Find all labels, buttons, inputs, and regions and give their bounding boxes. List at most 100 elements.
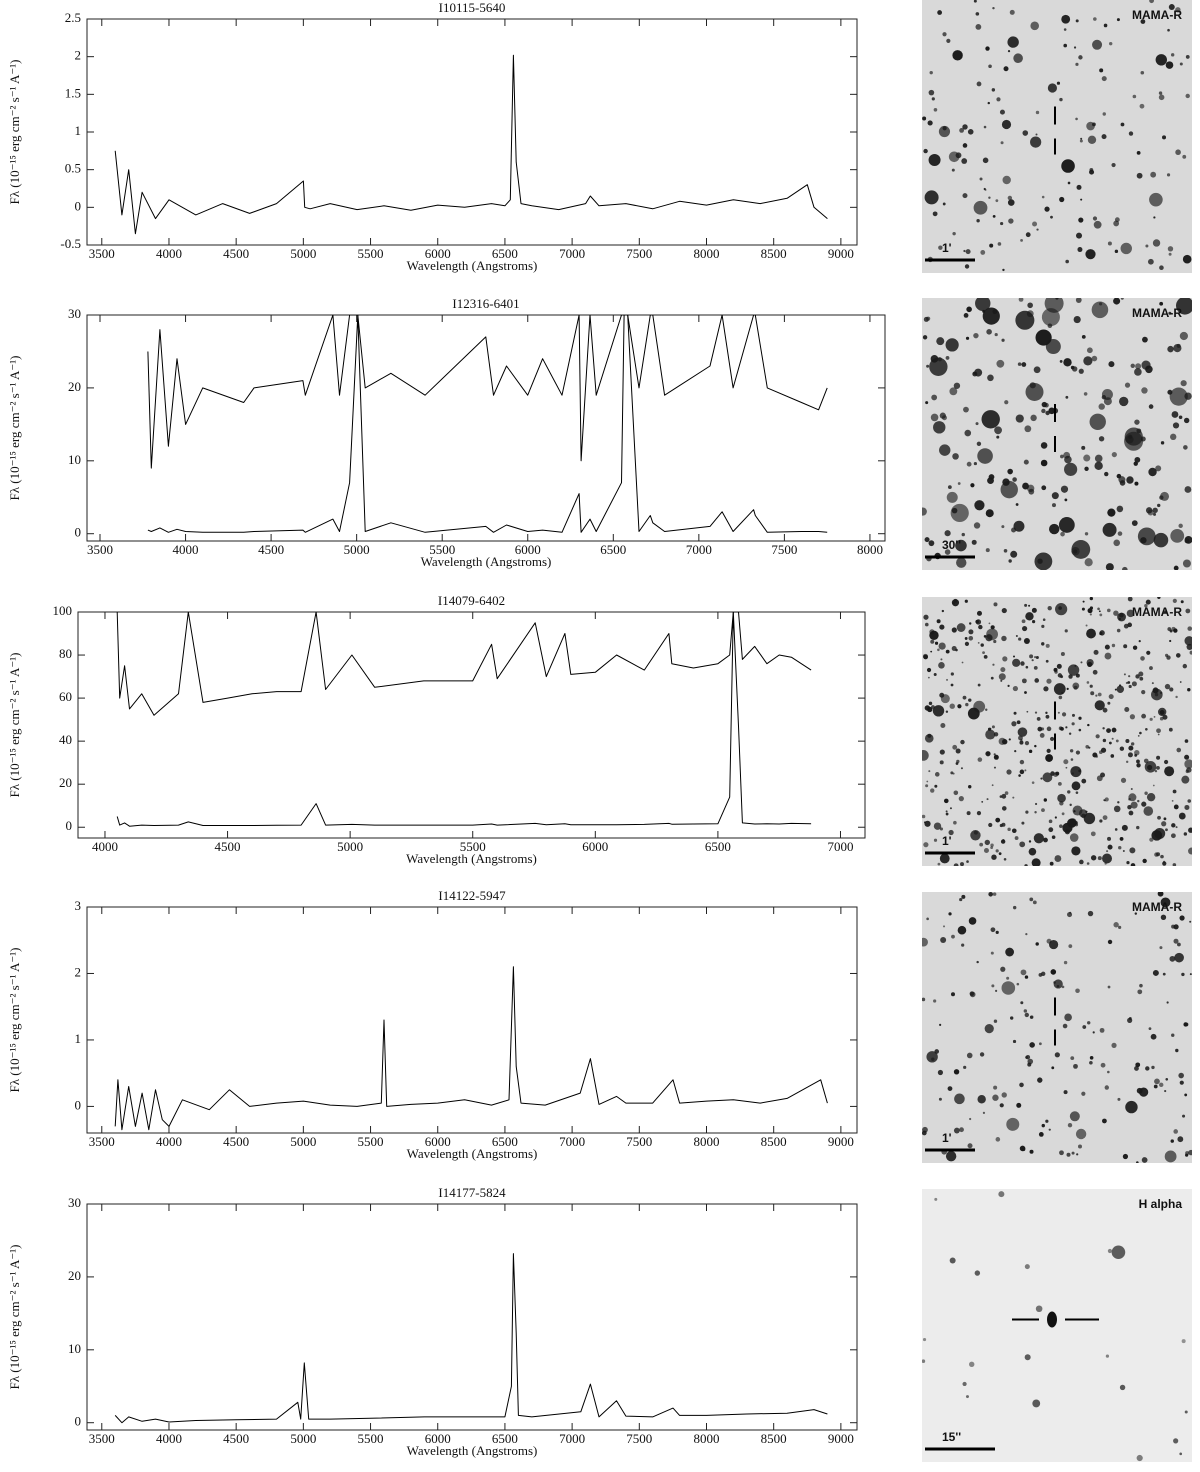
star [974, 500, 985, 511]
star [988, 622, 991, 625]
star [1132, 94, 1137, 99]
star [1137, 799, 1140, 803]
star [1170, 433, 1177, 441]
star [1059, 824, 1063, 828]
star [1153, 715, 1156, 718]
star [1007, 468, 1013, 475]
star [938, 1097, 942, 1101]
star [1165, 1077, 1169, 1081]
star [1007, 199, 1015, 206]
star [1124, 427, 1143, 446]
star [1155, 54, 1168, 66]
star [1066, 687, 1069, 690]
star [1137, 734, 1140, 737]
star [1153, 1084, 1158, 1089]
star [1107, 1070, 1110, 1074]
y-tick-label: 0 [75, 1414, 82, 1429]
spectrum-line [114, 966, 828, 1131]
star [969, 1361, 975, 1367]
star [988, 892, 993, 897]
star [1180, 380, 1187, 387]
x-tick-label: 6000 [582, 839, 608, 854]
star [990, 927, 996, 933]
star [1156, 728, 1161, 734]
star [1128, 745, 1134, 751]
band-label: MAMA-R [1132, 900, 1182, 914]
star [999, 109, 1005, 115]
x-tick-label: 7500 [771, 542, 797, 557]
star [924, 190, 939, 205]
star [1147, 258, 1154, 265]
star [1164, 683, 1171, 690]
star [1082, 1025, 1087, 1029]
star [1040, 777, 1043, 780]
y-axis-label: Fλ (10⁻¹⁵ erg cm⁻² s⁻¹ A⁻¹) [7, 60, 22, 205]
star [970, 483, 975, 488]
star [1000, 141, 1004, 145]
y-tick-label: 10 [68, 452, 81, 467]
star [1125, 760, 1129, 764]
star [1065, 259, 1069, 264]
star [1184, 636, 1192, 646]
star [1041, 195, 1045, 199]
star [1004, 791, 1009, 795]
star [1060, 652, 1065, 657]
star [1028, 840, 1032, 843]
star [1012, 477, 1017, 482]
chart-title: I14177-5824 [438, 1185, 506, 1200]
star [1116, 685, 1125, 693]
star [922, 814, 926, 819]
star [1104, 1085, 1109, 1090]
star [1018, 298, 1024, 302]
star [1056, 663, 1062, 669]
star [972, 371, 976, 375]
star [1131, 681, 1137, 687]
star [1116, 505, 1124, 513]
x-tick-label: 7000 [827, 839, 853, 854]
star [1107, 844, 1113, 850]
star [1073, 810, 1076, 813]
star [1134, 419, 1140, 425]
y-tick-label: 0.5 [65, 161, 81, 176]
star [1050, 771, 1055, 776]
star [1099, 819, 1103, 823]
star [1093, 17, 1097, 21]
star [1086, 347, 1093, 354]
x-tick-label: 6500 [600, 542, 626, 557]
star [1089, 1060, 1093, 1065]
star [1091, 301, 1109, 319]
star [1075, 19, 1079, 23]
star [1078, 217, 1084, 223]
star [1102, 1118, 1107, 1124]
star [981, 410, 1000, 429]
star [1126, 609, 1135, 618]
star [1019, 740, 1024, 745]
star [1018, 637, 1022, 641]
star [1001, 806, 1007, 811]
star [1073, 1063, 1078, 1069]
star [1132, 645, 1138, 650]
star [938, 642, 946, 650]
star [1159, 1082, 1164, 1088]
star [1148, 467, 1157, 477]
star [1029, 897, 1034, 902]
star [1085, 624, 1088, 627]
star [1007, 50, 1011, 53]
star [1130, 742, 1135, 746]
star [967, 707, 980, 720]
star [1084, 466, 1089, 472]
star [1087, 661, 1093, 668]
star [1181, 775, 1190, 784]
star [926, 1051, 938, 1063]
star [1086, 628, 1096, 639]
star [1020, 969, 1027, 976]
star [1159, 691, 1163, 695]
star [1063, 28, 1067, 31]
star [1038, 1042, 1042, 1046]
star [1092, 669, 1098, 675]
star [950, 683, 954, 687]
star [1069, 833, 1079, 842]
star [1078, 769, 1082, 773]
star [946, 491, 958, 503]
star [1089, 1055, 1094, 1060]
